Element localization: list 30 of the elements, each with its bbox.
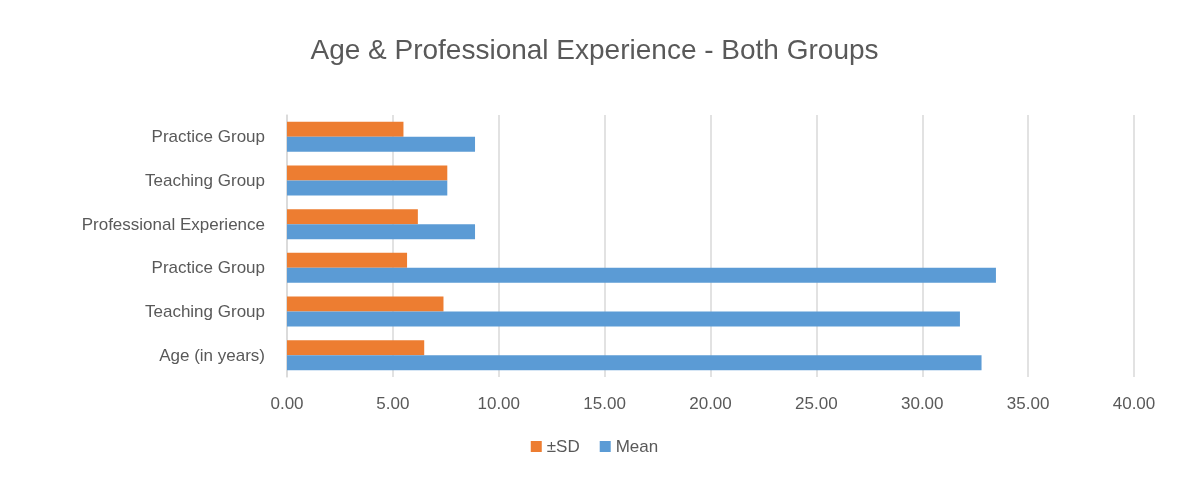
bar bbox=[287, 136, 476, 152]
x-tick-label: 30.00 bbox=[900, 394, 944, 413]
bar bbox=[287, 224, 476, 240]
bar bbox=[287, 209, 418, 225]
bar bbox=[287, 340, 425, 356]
bar bbox=[287, 180, 448, 196]
bar bbox=[287, 121, 404, 137]
x-tick-label: 25.00 bbox=[795, 394, 838, 413]
bar bbox=[287, 267, 996, 283]
x-tick-label: 20.00 bbox=[689, 394, 732, 413]
y-tick-label: Teaching Group bbox=[144, 302, 265, 321]
x-tick-label: 10.00 bbox=[477, 394, 521, 413]
legend-label: Mean bbox=[615, 437, 659, 456]
bar bbox=[287, 296, 444, 312]
y-tick-label: Practice Group bbox=[151, 258, 265, 278]
x-tick-label: 0.00 bbox=[270, 394, 304, 413]
bar bbox=[287, 165, 448, 181]
y-tick-label: Teaching Group bbox=[144, 171, 265, 190]
chart-title: Age & Professional Experience - Both Groups bbox=[310, 33, 879, 65]
x-tick-label: 5.00 bbox=[376, 394, 410, 413]
y-tick-label: Age (in years) bbox=[159, 345, 265, 365]
bar bbox=[287, 252, 408, 268]
bar bbox=[287, 355, 982, 371]
x-tick-label: 40.00 bbox=[1112, 394, 1156, 413]
y-tick-label: Professional Experience bbox=[81, 214, 265, 234]
legend-label: ±SD bbox=[546, 437, 580, 456]
x-tick-label: 15.00 bbox=[583, 394, 626, 413]
bar bbox=[287, 311, 960, 327]
x-tick-label: 35.00 bbox=[1006, 394, 1050, 413]
y-tick-label: Practice Group bbox=[151, 127, 265, 147]
